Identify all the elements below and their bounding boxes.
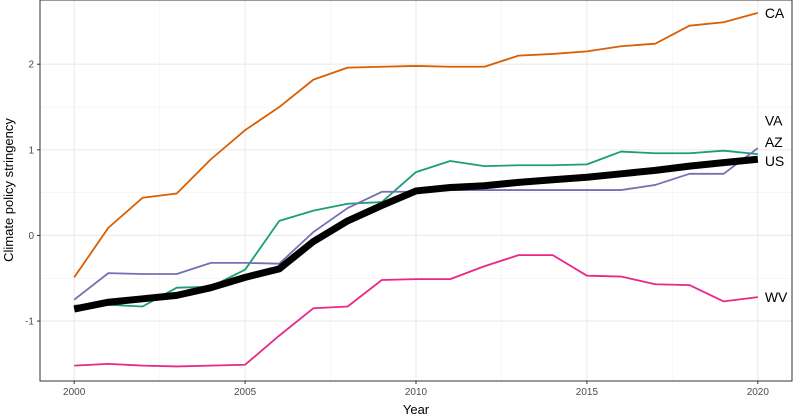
y-tick-label: 2 [28,60,34,71]
x-tick-label: 2015 [576,387,599,398]
series-label-us: US [765,153,784,169]
x-tick-label: 2000 [63,387,86,398]
series-label-va: VA [765,113,783,129]
series-label-az: AZ [765,134,783,150]
y-tick-label: 0 [28,231,34,242]
x-tick-label: 2005 [234,387,257,398]
series-line-ca [73,11,759,278]
series-line-wv [74,254,758,368]
y-axis-title: Climate policy stringency [1,118,16,262]
series-labels: CA VA AZ US WV [765,5,788,305]
series-line-va [74,149,758,308]
series-line-us [73,155,759,313]
y-tick-label: 1 [28,145,34,156]
x-tick-label: 2020 [747,387,770,398]
y-tick-label: -1 [25,317,34,328]
series-label-ca: CA [765,5,785,21]
series-layer [73,11,759,368]
x-axis: 2000 2005 2010 2015 2020 [63,381,769,398]
y-axis: -1 0 1 2 [25,60,40,328]
x-tick-label: 2010 [405,387,428,398]
x-axis-title: Year [403,402,430,417]
series-label-wv: WV [765,289,788,305]
